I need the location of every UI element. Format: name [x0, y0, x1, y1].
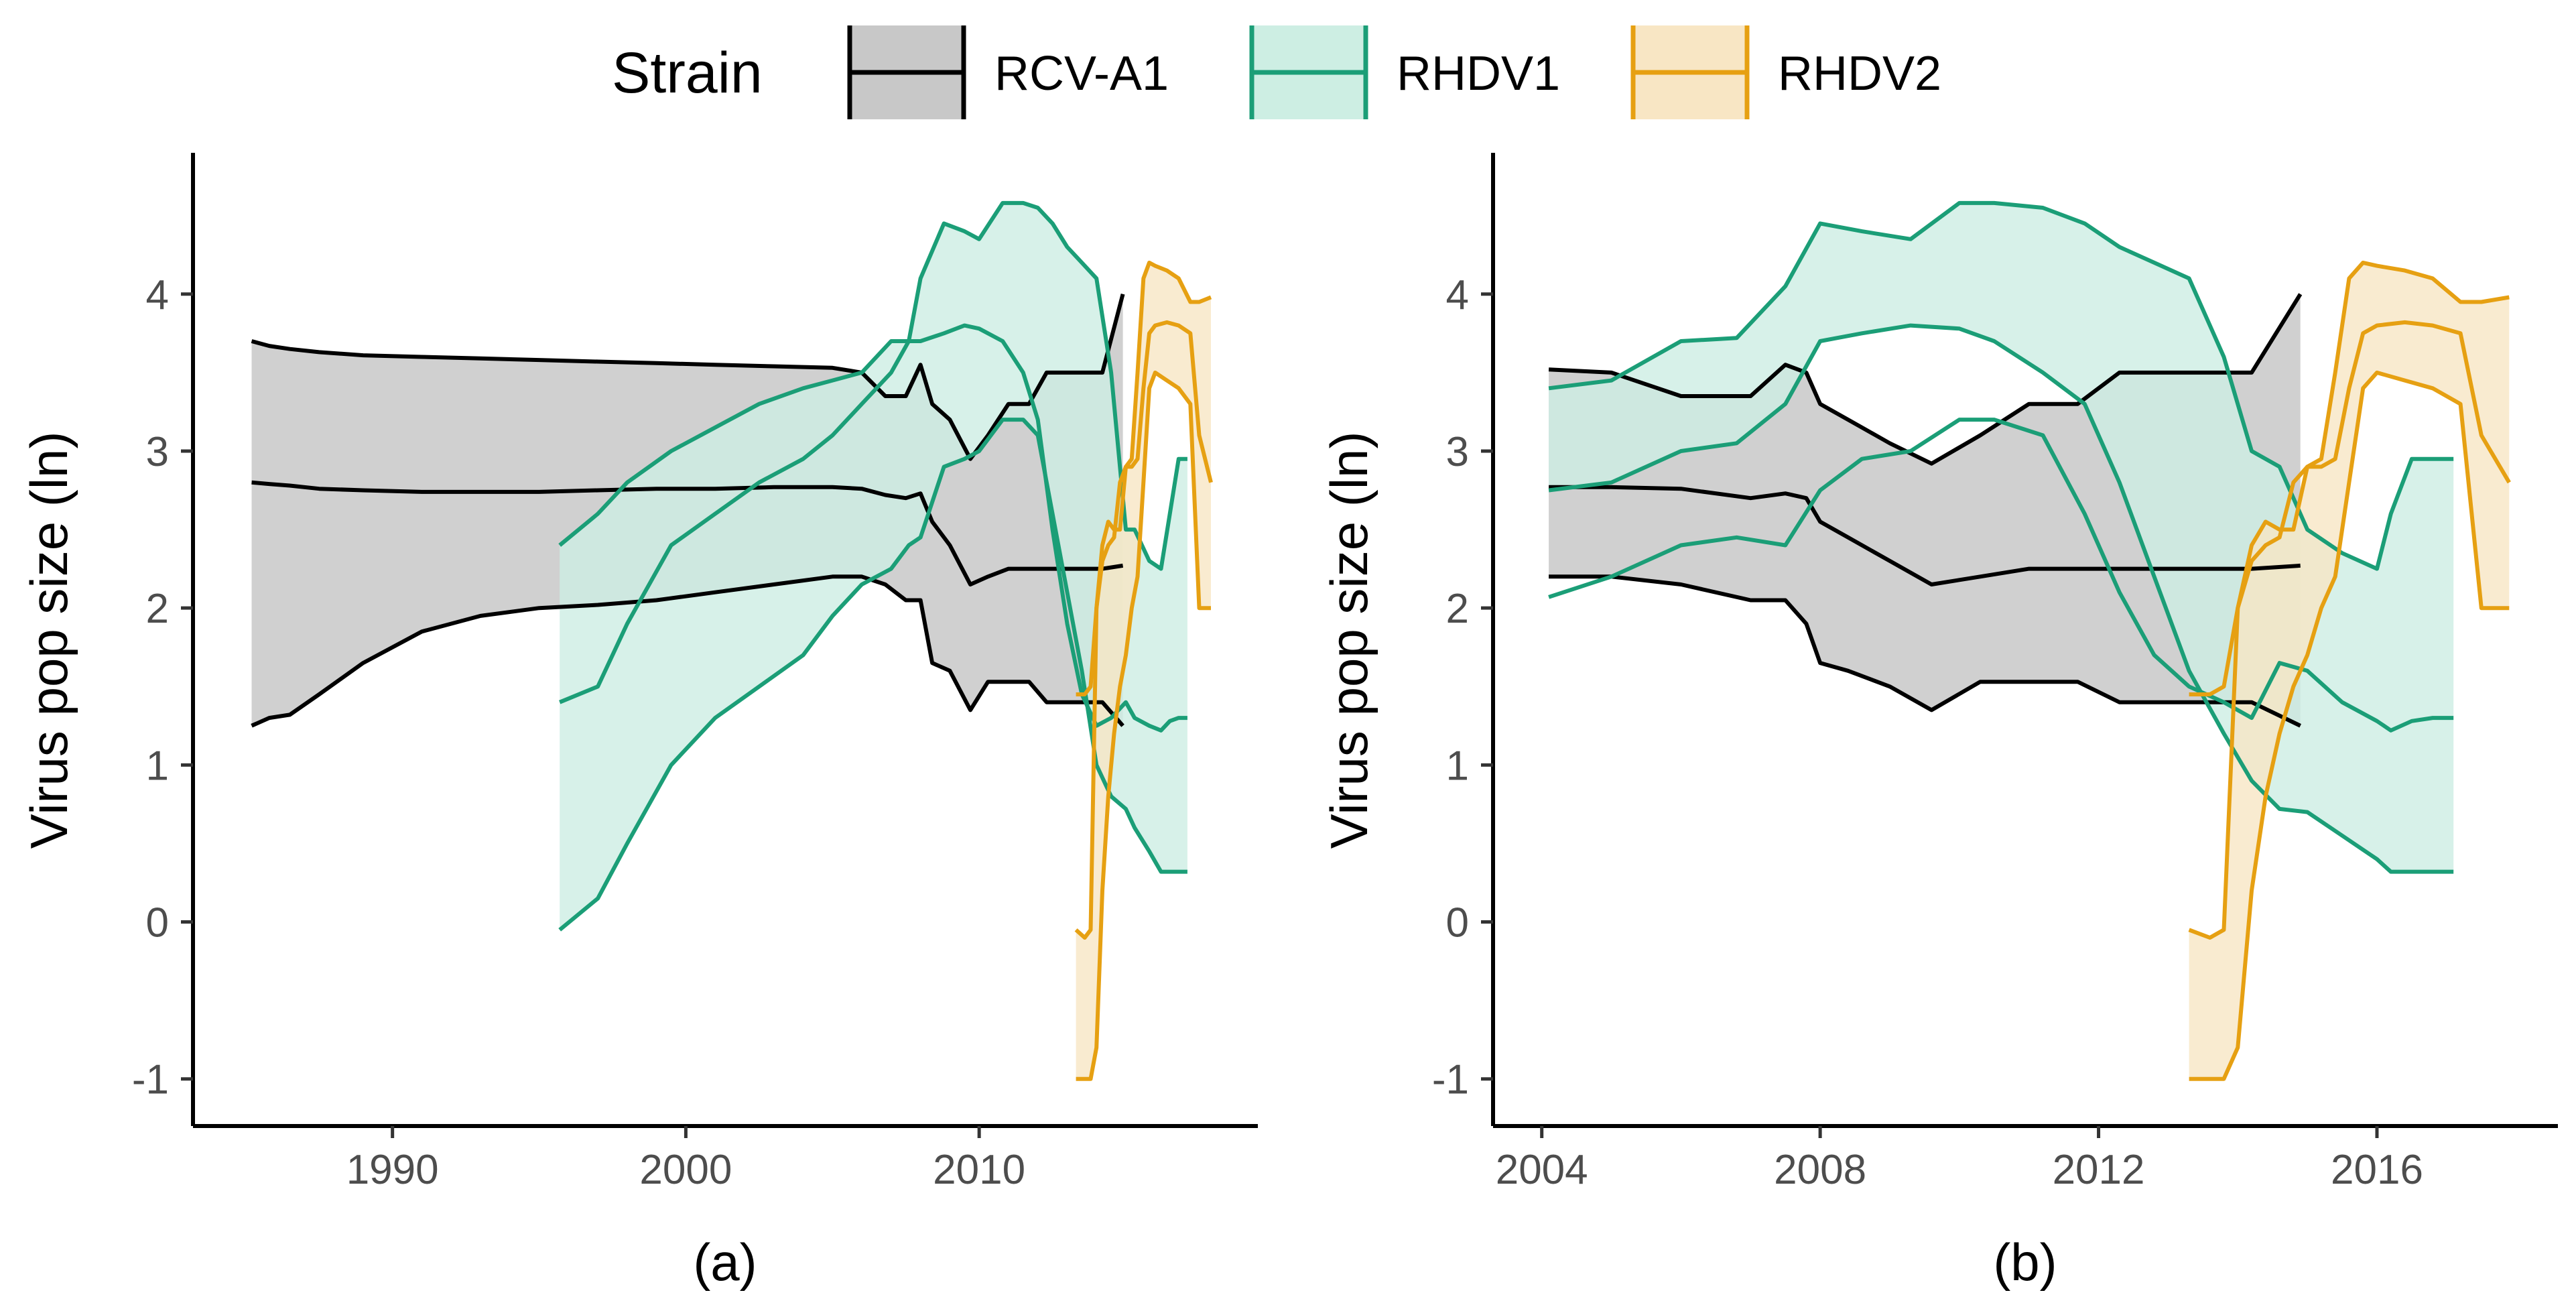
- legend-label-rcv-a1: RCV-A1: [994, 47, 1169, 101]
- legend: Strain RCV-A1 RHDV1 RHDV2: [612, 25, 1941, 119]
- panel-b-y-axis-title: Virus pop size (ln): [1319, 432, 1378, 849]
- panel-b-y-ticks: -1 0 1 2 3 4: [1432, 272, 1493, 1103]
- panel-b-rhdv2-median-line: [2189, 320, 2511, 696]
- panel-b-y-tick-label-2: 2: [1446, 586, 1469, 632]
- panel-a-rcv-a1-median-line: [251, 480, 1124, 586]
- panel-a-rcv-a1-upper-line: [251, 294, 1125, 461]
- panel-b-rhdv1-upper-line: [1548, 200, 2454, 571]
- panel-a-rhdv2-median-line: [1076, 320, 1213, 696]
- legend-title: Strain: [612, 41, 763, 105]
- panel-a-x-tick-label-2000: 2000: [639, 1147, 732, 1193]
- panel-a-caption: (a): [693, 1233, 757, 1292]
- panel-b-y-tick-label-4: 4: [1446, 272, 1469, 318]
- panel-a-plot-area: [251, 200, 1213, 1081]
- panel-a-y-axis-title: Virus pop size (ln): [19, 432, 78, 849]
- panel-b-x-tick-label-2004: 2004: [1496, 1147, 1588, 1193]
- panel-b-rcv-a1-upper-line: [1548, 293, 2303, 466]
- panel-a-y-tick-label-1: 1: [146, 743, 169, 789]
- panel-a-x-tick-label-2010: 2010: [933, 1147, 1025, 1193]
- panel-b-rhdv2-lower-line: [2189, 370, 2510, 1081]
- panel-b-y-tick-label--1: -1: [1432, 1057, 1469, 1103]
- panel-a-rhdv2-ci-band: [1076, 262, 1211, 1079]
- panel-a-x-ticks: 1990 2000 2010: [346, 1126, 1025, 1193]
- panel-b: 2004 2008 2012 2016 -1 0 1 2 3 4 Virus pop size …: [1319, 153, 2558, 1292]
- panel-b-y-tick-label-3: 3: [1446, 429, 1469, 475]
- panel-b-rhdv1-median-line: [1548, 418, 2454, 733]
- panel-a-rhdv2-lower-line: [1076, 370, 1211, 1081]
- panel-a-y-tick-label--1: -1: [132, 1057, 169, 1103]
- panel-b-caption: (b): [1993, 1233, 2057, 1292]
- panel-b-plot-area: [1548, 200, 2511, 1081]
- legend-item-rhdv2: RHDV2: [1630, 25, 1941, 119]
- panel-b-y-tick-label-1: 1: [1446, 743, 1469, 789]
- panel-a-rhdv1-lower-line: [558, 418, 1187, 932]
- legend-item-rcv-a1: RCV-A1: [847, 25, 1169, 119]
- panel-b-x-tick-label-2012: 2012: [2053, 1147, 2145, 1193]
- legend-label-rhdv1: RHDV1: [1397, 47, 1560, 101]
- panel-a-rcv-a1-lower-line: [251, 574, 1124, 728]
- panel-a: 1990 2000 2010 -1 0 1 2 3 4 Virus pop size (ln)…: [19, 153, 1258, 1292]
- panel-a-rhdv1-upper-line: [558, 200, 1187, 571]
- panel-a-rhdv1-ci-band: [560, 202, 1187, 930]
- panel-b-y-tick-label-0: 0: [1446, 900, 1469, 946]
- legend-label-rhdv2: RHDV2: [1778, 47, 1941, 101]
- panel-a-y-tick-label-0: 0: [146, 900, 169, 946]
- legend-item-rhdv1: RHDV1: [1249, 25, 1560, 119]
- panel-b-x-tick-label-2016: 2016: [2331, 1147, 2423, 1193]
- panel-a-rhdv1-median-line: [559, 323, 1187, 733]
- panel-a-y-tick-label-2: 2: [146, 586, 169, 632]
- panel-b-rcv-a1-lower-line: [1549, 574, 2302, 728]
- panel-b-rhdv1-lower-line: [1548, 323, 2454, 874]
- panel-a-x-tick-label-1990: 1990: [346, 1147, 439, 1193]
- panel-b-rcv-a1-median-line: [1549, 485, 2301, 586]
- panel-a-y-ticks: -1 0 1 2 3 4: [132, 272, 193, 1103]
- panel-a-y-tick-label-3: 3: [146, 429, 169, 475]
- panel-b-x-tick-label-2008: 2008: [1774, 1147, 1866, 1193]
- panel-b-rhdv2-ci-band: [2189, 262, 2510, 1079]
- legend-keys: RCV-A1 RHDV1 RHDV2: [847, 25, 1941, 119]
- panel-b-x-ticks: 2004 2008 2012 2016: [1496, 1126, 2423, 1193]
- panel-a-y-tick-label-4: 4: [146, 272, 169, 318]
